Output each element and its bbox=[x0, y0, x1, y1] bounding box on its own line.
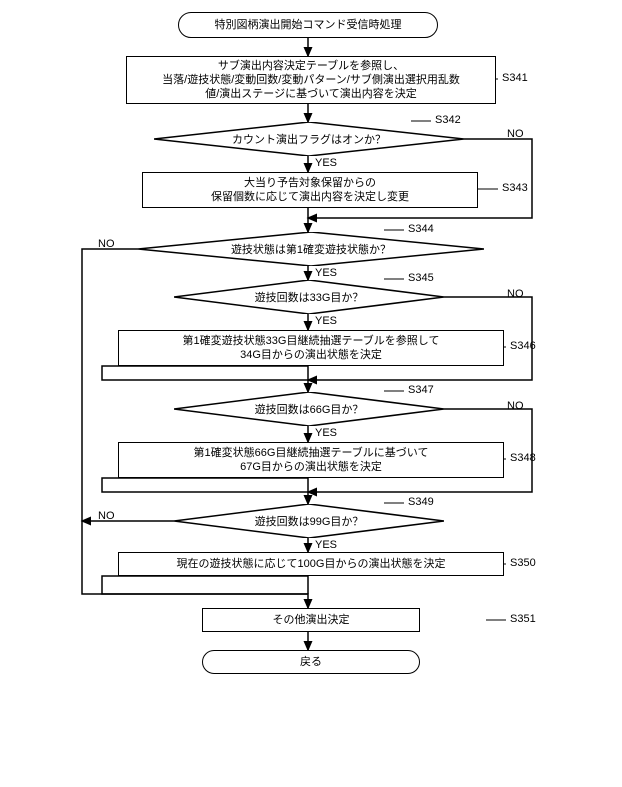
decision-text-s345: 遊技回数は33G目か？ bbox=[174, 280, 444, 314]
step-label-s351: S351 bbox=[510, 613, 536, 625]
process-s348: 第1確変状態66G目継続抽選テーブルに基づいて67G目からの演出状態を決定 bbox=[118, 442, 504, 478]
process-s351: その他演出決定 bbox=[202, 608, 420, 632]
process-s350: 現在の遊技状態に応じて100G目からの演出状態を決定 bbox=[118, 552, 504, 576]
decision-s347: 遊技回数は66G目か？ bbox=[174, 392, 444, 426]
step-label-s348: S348 bbox=[510, 452, 536, 464]
decision-s349: 遊技回数は99G目か？ bbox=[174, 504, 444, 538]
process-s346: 第1確変遊技状態33G目継続抽選テーブルを参照して34G目からの演出状態を決定 bbox=[118, 330, 504, 366]
branch-label-s344_no: NO bbox=[98, 238, 115, 250]
branch-label-s345_yes: YES bbox=[315, 315, 337, 327]
step-label-s341: S341 bbox=[502, 72, 528, 84]
branch-label-s344_yes: YES bbox=[315, 267, 337, 279]
decision-s342: カウント演出フラグはオンか？ bbox=[154, 122, 464, 156]
step-label-s346: S346 bbox=[510, 340, 536, 352]
process-s343: 大当り予告対象保留からの保留個数に応じて演出内容を決定し変更 bbox=[142, 172, 478, 208]
process-s341: サブ演出内容決定テーブルを参照し、当落/遊技状態/変動回数/変動パターン/サブ側… bbox=[126, 56, 496, 104]
branch-label-s342_yes: YES bbox=[315, 157, 337, 169]
terminator-end: 戻る bbox=[202, 650, 420, 674]
decision-text-s344: 遊技状態は第1確変遊技状態か？ bbox=[138, 232, 484, 266]
decision-s345: 遊技回数は33G目か？ bbox=[174, 280, 444, 314]
decision-text-s347: 遊技回数は66G目か？ bbox=[174, 392, 444, 426]
branch-label-s349_yes: YES bbox=[315, 539, 337, 551]
branch-label-s342_no: NO bbox=[507, 128, 524, 140]
decision-text-s342: カウント演出フラグはオンか？ bbox=[154, 122, 464, 156]
branch-label-s347_yes: YES bbox=[315, 427, 337, 439]
branch-label-s349_no: NO bbox=[98, 510, 115, 522]
step-label-s343: S343 bbox=[502, 182, 528, 194]
branch-label-s347_no: NO bbox=[507, 400, 524, 412]
flowchart-container: 特別図柄演出開始コマンド受信時処理サブ演出内容決定テーブルを参照し、当落/遊技状… bbox=[10, 10, 612, 777]
step-label-s350: S350 bbox=[510, 557, 536, 569]
terminator-start: 特別図柄演出開始コマンド受信時処理 bbox=[178, 12, 438, 38]
decision-s344: 遊技状態は第1確変遊技状態か？ bbox=[138, 232, 484, 266]
branch-label-s345_no: NO bbox=[507, 288, 524, 300]
decision-text-s349: 遊技回数は99G目か？ bbox=[174, 504, 444, 538]
